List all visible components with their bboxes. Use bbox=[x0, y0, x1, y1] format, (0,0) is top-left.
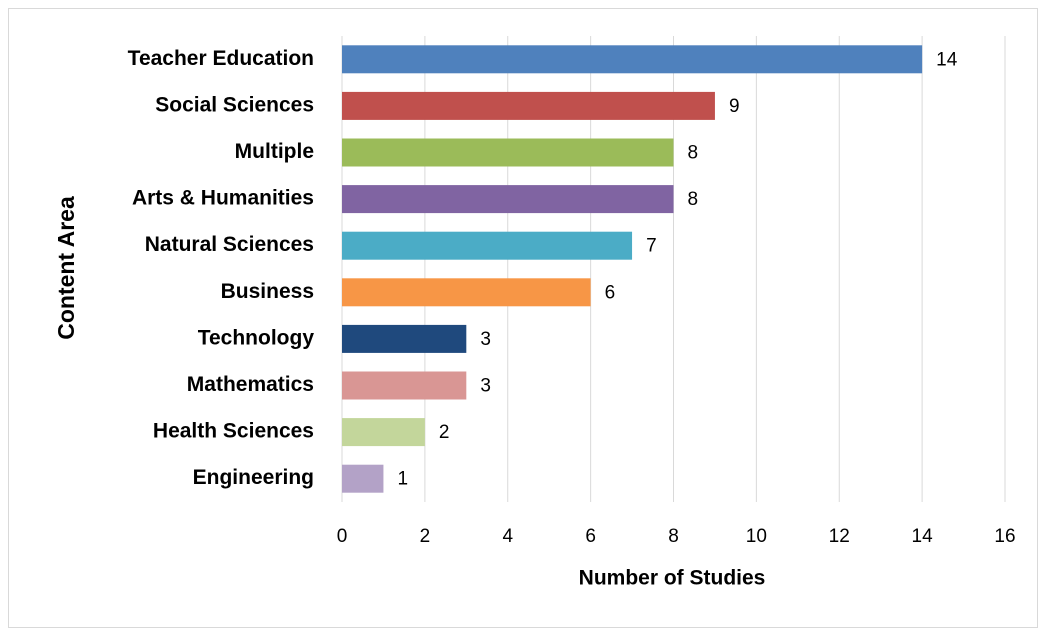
bar bbox=[342, 278, 591, 307]
x-axis-title: Number of Studies bbox=[579, 567, 766, 590]
x-tick-label: 12 bbox=[829, 526, 850, 547]
y-tick-label: Teacher Education bbox=[128, 47, 314, 70]
data-label: 8 bbox=[688, 143, 699, 164]
bar bbox=[342, 45, 923, 74]
x-tick-label: 14 bbox=[912, 526, 934, 547]
bar bbox=[342, 231, 633, 260]
bar bbox=[342, 371, 467, 400]
bar bbox=[342, 91, 715, 120]
y-tick-label: Multiple bbox=[235, 140, 314, 163]
data-label: 7 bbox=[646, 236, 657, 257]
x-tick-label: 16 bbox=[994, 526, 1015, 547]
y-axis-title: Content Area bbox=[53, 196, 79, 340]
y-tick-label: Arts & Humanities bbox=[132, 187, 314, 210]
y-tick-label: Health Sciences bbox=[153, 420, 314, 443]
data-label: 1 bbox=[397, 469, 408, 490]
bar bbox=[342, 138, 674, 167]
data-label: 14 bbox=[936, 49, 958, 70]
y-tick-label: Technology bbox=[198, 326, 315, 349]
bar bbox=[342, 185, 674, 214]
x-tick-label: 2 bbox=[420, 526, 431, 547]
x-tick-label: 8 bbox=[668, 526, 679, 547]
data-label: 2 bbox=[439, 422, 450, 443]
x-tick-label: 4 bbox=[502, 526, 513, 547]
bar bbox=[342, 324, 467, 353]
data-label: 3 bbox=[480, 329, 491, 350]
y-tick-label: Engineering bbox=[193, 466, 314, 489]
x-tick-label: 0 bbox=[337, 526, 348, 547]
x-tick-label: 6 bbox=[585, 526, 596, 547]
y-tick-label: Business bbox=[221, 280, 314, 303]
y-tick-label: Mathematics bbox=[187, 373, 314, 396]
bar bbox=[342, 418, 425, 447]
data-label: 9 bbox=[729, 96, 740, 117]
bar bbox=[342, 464, 384, 493]
data-label: 6 bbox=[605, 282, 616, 303]
y-tick-label: Natural Sciences bbox=[145, 233, 314, 256]
data-label: 3 bbox=[480, 376, 491, 397]
y-tick-label: Social Sciences bbox=[155, 93, 314, 116]
data-label: 8 bbox=[688, 189, 699, 210]
x-tick-label: 10 bbox=[746, 526, 767, 547]
